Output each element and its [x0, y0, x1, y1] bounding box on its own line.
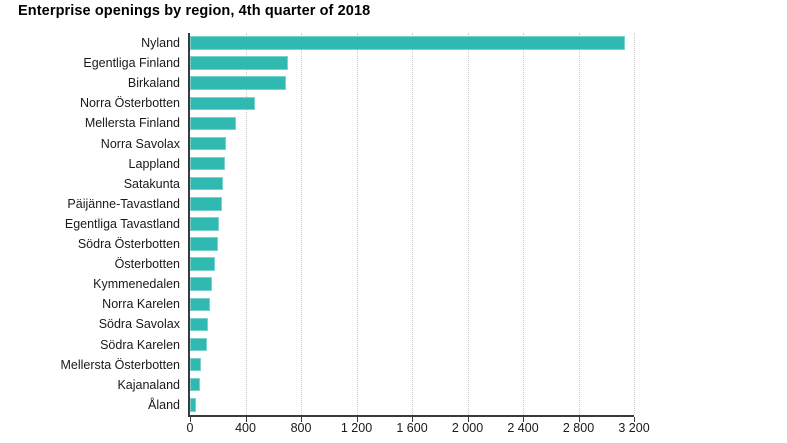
- category-label: Norra Savolax: [100, 136, 180, 151]
- gridline-2400: [523, 33, 524, 415]
- bar-row: [190, 294, 634, 314]
- gridline-1200: [356, 33, 358, 415]
- gridline-1600: [412, 33, 413, 415]
- bar-egentliga-finland: [190, 56, 288, 70]
- gridline-400: [245, 33, 247, 415]
- gridline-800: [301, 33, 302, 415]
- bar-row: [190, 335, 634, 355]
- bar-norra-sterbotten: [190, 96, 256, 110]
- x-tick-label: 1 200: [340, 421, 373, 435]
- bar-row: [190, 254, 634, 274]
- category-label: Åland: [148, 397, 180, 412]
- x-tickmark-2000: [467, 417, 469, 422]
- category-label: Mellersta Österbotten: [60, 357, 181, 372]
- bar-nyland: [190, 36, 625, 50]
- bar-p-ij-nne-tavastland: [190, 197, 222, 211]
- bar-row: [190, 395, 634, 415]
- x-tickmark-800: [301, 417, 302, 422]
- bar-row: [190, 194, 634, 214]
- bar-row: [190, 73, 634, 93]
- category-label: Nyland: [141, 36, 180, 50]
- category-label: Päijänne-Tavastland: [67, 196, 180, 211]
- bar-s-dra-karelen: [190, 337, 208, 352]
- bar-row: [190, 33, 634, 53]
- category-label: Norra Karelen: [102, 297, 180, 312]
- x-tick-label: 2 400: [507, 421, 539, 435]
- x-tickmark-3200: [634, 417, 635, 422]
- x-tick-label: 400: [235, 421, 256, 435]
- x-tick-label: 2 800: [562, 421, 595, 435]
- gridline-2000: [467, 33, 469, 415]
- category-label: Kymmenedalen: [93, 277, 180, 292]
- bar-kajanaland: [190, 377, 200, 392]
- bar-mellersta-finland: [190, 116, 236, 131]
- bar-row: [190, 93, 634, 113]
- bar-birkaland: [190, 76, 286, 90]
- x-axis-line: [188, 415, 634, 417]
- gridline-2800: [578, 33, 580, 415]
- bar-row: [190, 53, 634, 73]
- x-tick-label: 0: [186, 421, 194, 435]
- category-label: Norra Österbotten: [79, 96, 180, 111]
- x-tick-label: 2 000: [451, 421, 484, 435]
- x-tickmark-2800: [578, 417, 580, 422]
- category-label: Satakunta: [123, 176, 180, 191]
- bar-row: [190, 174, 634, 194]
- bar-row: [190, 214, 634, 234]
- plot-area: [188, 33, 635, 417]
- bar-satakunta: [190, 176, 224, 191]
- bar-row: [190, 134, 634, 154]
- x-tickmark-1600: [412, 417, 413, 422]
- bar-row: [190, 355, 634, 375]
- category-label: Egentliga Tavastland: [64, 216, 180, 231]
- category-label: Södra Savolax: [98, 317, 180, 332]
- category-label: Egentliga Finland: [83, 56, 180, 71]
- bar--sterbotten: [190, 257, 215, 271]
- bar-s-dra-savolax: [190, 317, 208, 332]
- bar-row: [190, 314, 634, 334]
- y-axis-labels: Nyland Egentliga Finland Birkaland Norra Ös…: [0, 33, 185, 415]
- chart-title: Enterprise openings by region, 4th quart…: [18, 3, 371, 19]
- bar-mellersta-sterbotten: [190, 357, 202, 372]
- bar-lappland: [190, 156, 226, 171]
- x-tick-label: 1 600: [396, 421, 428, 435]
- x-tick-label: 800: [290, 421, 312, 435]
- bar-kymmenedalen: [190, 277, 213, 291]
- bar-norra-karelen: [190, 297, 211, 312]
- bar-egentliga-tavastland: [190, 217, 220, 231]
- category-label: Kajanaland: [117, 377, 180, 392]
- bar-s-dra-sterbotten: [190, 237, 218, 251]
- bar-row: [190, 274, 634, 294]
- gridline-3200: [634, 33, 635, 415]
- x-tickmark-1200: [356, 417, 358, 422]
- y-axis-line: [188, 33, 190, 415]
- category-label: Mellersta Finland: [84, 116, 180, 131]
- bar--land: [190, 398, 197, 412]
- bar-norra-savolax: [190, 136, 226, 151]
- category-label: Birkaland: [127, 76, 180, 91]
- x-tick-label: 3 200: [618, 421, 650, 435]
- category-label: Södra Österbotten: [77, 237, 180, 252]
- category-label: Österbotten: [114, 257, 180, 272]
- x-tickmark-2400: [523, 417, 524, 422]
- x-tickmark-0: [190, 417, 191, 422]
- bar-row: [190, 375, 634, 395]
- bar-row: [190, 113, 634, 133]
- bar-row: [190, 234, 634, 254]
- category-label: Södra Karelen: [100, 337, 180, 352]
- bar-row: [190, 154, 634, 174]
- category-label: Lappland: [128, 156, 180, 171]
- x-tickmark-400: [245, 417, 247, 422]
